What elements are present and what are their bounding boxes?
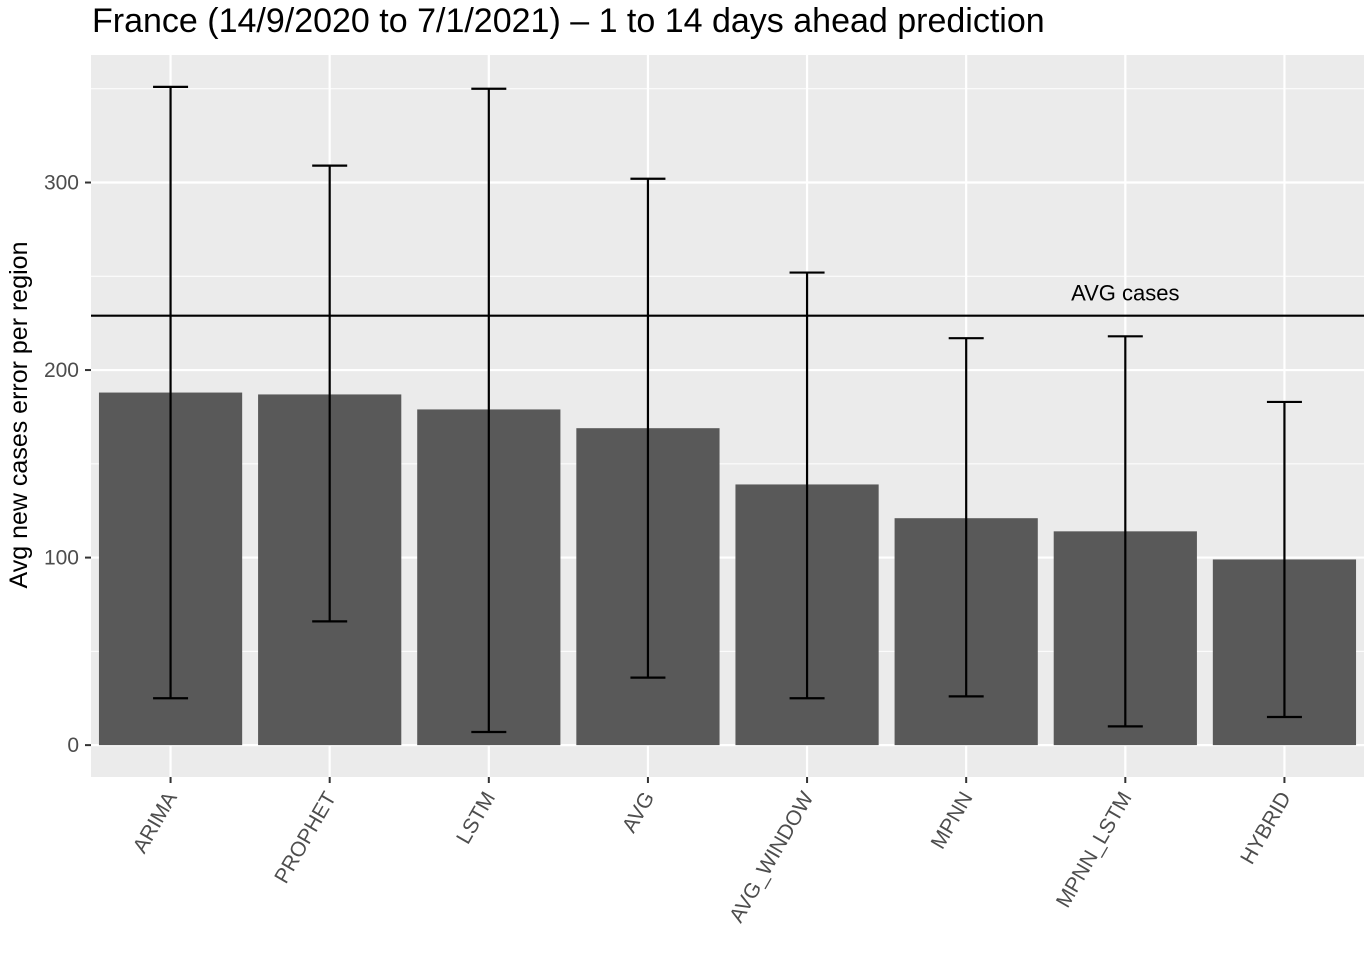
error-bar-lstm xyxy=(471,87,507,734)
x-tick-label: LSTM xyxy=(452,788,500,848)
error-bar-prophet xyxy=(312,164,348,623)
error-bar-hybrid xyxy=(1266,400,1302,719)
x-tick-label: PROPHET xyxy=(270,788,341,888)
x-tick-label: AVG_WINDOW xyxy=(725,788,818,927)
x-axis: ARIMA PROPHET LSTM AVG AVG_WINDOW MPNN MPNN_LS… xyxy=(129,777,1296,926)
y-tick-label: 300 xyxy=(44,172,79,195)
error-bar-mpnn-lstm xyxy=(1107,335,1143,728)
x-tick-label: ARIMA xyxy=(129,788,182,857)
error-bar-mpnn xyxy=(948,337,984,698)
x-tick-label: MPNN_LSTM xyxy=(1052,788,1137,912)
y-tick-label: 0 xyxy=(67,734,79,757)
error-bars xyxy=(153,85,1302,734)
x-tick-label: HYBRID xyxy=(1236,788,1296,868)
y-tick-label: 100 xyxy=(44,547,79,570)
chart-title: France (14/9/2020 to 7/1/2021) – 1 to 14… xyxy=(92,2,1045,40)
reference-line-group: AVG cases xyxy=(91,281,1364,317)
y-tick-label: 200 xyxy=(44,359,79,382)
reference-line-label: AVG cases xyxy=(1071,281,1179,306)
y-axis-title: Avg new cases error per region xyxy=(5,242,33,589)
error-bar-arima xyxy=(153,85,189,700)
error-bar-avg-window xyxy=(789,271,825,700)
y-axis: 0 100 200 300 xyxy=(44,172,91,757)
error-bar-avg xyxy=(630,177,666,679)
x-tick-label: MPNN xyxy=(927,788,978,853)
x-tick-label: AVG xyxy=(618,788,659,837)
